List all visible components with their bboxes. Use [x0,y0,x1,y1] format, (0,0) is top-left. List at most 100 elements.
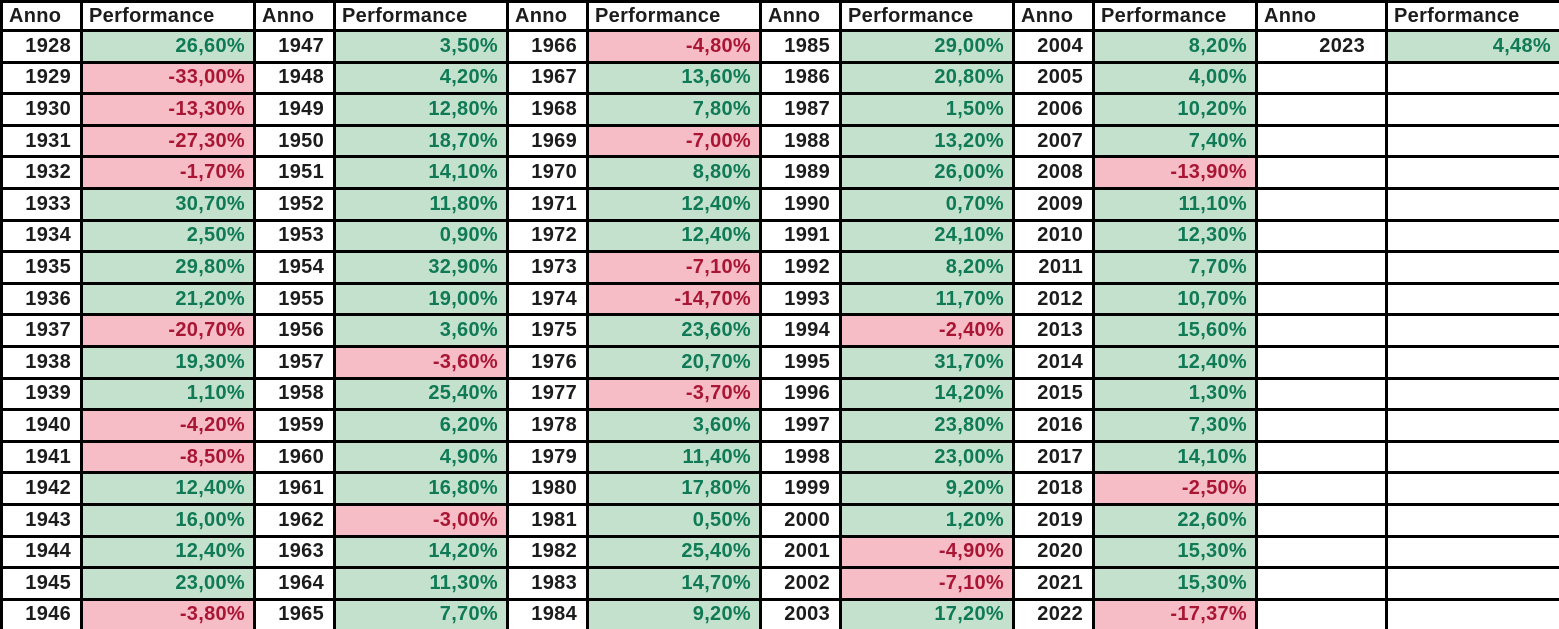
year-cell[interactable]: 1996 [759,376,842,412]
performance-cell[interactable]: -2,50% [1092,471,1258,506]
anno-header[interactable]: Anno [253,0,336,32]
performance-cell[interactable]: 31,70% [839,344,1015,380]
year-cell[interactable]: 1936 [0,281,83,317]
year-cell[interactable]: 1993 [759,281,842,317]
year-cell[interactable]: 2012 [1012,281,1095,317]
year-cell[interactable]: 1950 [253,123,336,159]
performance-cell[interactable]: 14,20% [333,534,509,570]
year-cell[interactable]: 1931 [0,123,83,159]
performance-cell[interactable]: 19,30% [80,344,256,380]
year-cell[interactable]: 1979 [506,439,589,475]
performance-cell[interactable]: 7,80% [586,92,762,127]
performance-cell[interactable]: 25,40% [333,376,509,412]
performance-cell[interactable]: -4,80% [586,29,762,64]
performance-cell[interactable]: 15,30% [1092,534,1258,570]
performance-cell[interactable]: -1,70% [80,155,256,190]
year-cell[interactable]: 1969 [506,123,589,159]
performance-cell[interactable]: 1,20% [839,502,1015,538]
performance-cell[interactable]: 17,80% [586,471,762,506]
year-cell[interactable]: 1930 [0,92,83,127]
year-cell[interactable]: 2009 [1012,186,1095,222]
performance-cell[interactable]: -3,60% [333,344,509,380]
year-cell[interactable]: 1945 [0,566,83,601]
performance-cell[interactable] [1385,534,1559,570]
performance-header[interactable]: Performance [586,0,762,32]
year-cell[interactable]: 1928 [0,29,83,64]
year-cell[interactable]: 1982 [506,534,589,570]
performance-cell[interactable] [1385,155,1559,190]
performance-cell[interactable]: 4,90% [333,439,509,475]
year-cell[interactable]: 2016 [1012,408,1095,443]
year-cell[interactable]: 2002 [759,566,842,601]
year-cell[interactable] [1255,281,1388,317]
performance-cell[interactable]: 6,20% [333,408,509,443]
year-cell[interactable]: 2008 [1012,155,1095,190]
performance-cell[interactable]: 10,20% [1092,92,1258,127]
performance-header[interactable]: Performance [1385,0,1559,32]
year-cell[interactable]: 2000 [759,502,842,538]
year-cell[interactable]: 1933 [0,186,83,222]
year-cell[interactable]: 1965 [253,597,336,629]
performance-cell[interactable] [1385,281,1559,317]
performance-cell[interactable] [1385,597,1559,629]
performance-cell[interactable]: 11,30% [333,566,509,601]
performance-cell[interactable]: 17,20% [839,597,1015,629]
year-cell[interactable]: 1998 [759,439,842,475]
performance-header[interactable]: Performance [839,0,1015,32]
performance-cell[interactable]: 23,00% [80,566,256,601]
performance-cell[interactable]: 26,60% [80,29,256,64]
performance-cell[interactable]: 2,50% [80,218,256,254]
year-cell[interactable] [1255,471,1388,506]
year-cell[interactable]: 2015 [1012,376,1095,412]
performance-cell[interactable]: 8,20% [1092,29,1258,64]
performance-cell[interactable]: -20,70% [80,313,256,348]
year-cell[interactable]: 1956 [253,313,336,348]
year-cell[interactable] [1255,408,1388,443]
performance-cell[interactable]: 13,20% [839,123,1015,159]
performance-cell[interactable]: 23,00% [839,439,1015,475]
performance-cell[interactable]: 14,20% [839,376,1015,412]
performance-cell[interactable]: 12,40% [80,471,256,506]
year-cell[interactable]: 2021 [1012,566,1095,601]
performance-cell[interactable]: 13,60% [586,60,762,96]
performance-cell[interactable]: 12,40% [586,218,762,254]
year-cell[interactable]: 1955 [253,281,336,317]
year-cell[interactable]: 2013 [1012,313,1095,348]
year-cell[interactable]: 1973 [506,250,589,285]
performance-cell[interactable]: -13,30% [80,92,256,127]
anno-header[interactable]: Anno [0,0,83,32]
performance-cell[interactable] [1385,408,1559,443]
performance-cell[interactable] [1385,376,1559,412]
performance-cell[interactable]: 12,40% [1092,344,1258,380]
performance-cell[interactable]: 32,90% [333,250,509,285]
performance-cell[interactable]: -8,50% [80,439,256,475]
year-cell[interactable]: 1974 [506,281,589,317]
anno-header[interactable]: Anno [1255,0,1388,32]
performance-cell[interactable]: -3,70% [586,376,762,412]
performance-cell[interactable]: 29,00% [839,29,1015,64]
performance-cell[interactable]: 10,70% [1092,281,1258,317]
year-cell[interactable]: 1946 [0,597,83,629]
year-cell[interactable]: 2005 [1012,60,1095,96]
performance-cell[interactable] [1385,92,1559,127]
year-cell[interactable]: 1934 [0,218,83,254]
year-cell[interactable]: 1952 [253,186,336,222]
performance-cell[interactable]: 12,40% [80,534,256,570]
year-cell[interactable]: 1962 [253,502,336,538]
year-cell[interactable]: 1975 [506,313,589,348]
performance-cell[interactable]: 7,30% [1092,408,1258,443]
performance-cell[interactable]: 0,50% [586,502,762,538]
year-cell[interactable]: 1966 [506,29,589,64]
year-cell[interactable]: 1937 [0,313,83,348]
year-cell[interactable] [1255,218,1388,254]
year-cell[interactable]: 1983 [506,566,589,601]
performance-cell[interactable] [1385,344,1559,380]
performance-cell[interactable]: 11,10% [1092,186,1258,222]
performance-cell[interactable]: 7,70% [1092,250,1258,285]
performance-cell[interactable]: 20,70% [586,344,762,380]
performance-cell[interactable]: 9,20% [839,471,1015,506]
year-cell[interactable] [1255,92,1388,127]
year-cell[interactable]: 1953 [253,218,336,254]
year-cell[interactable]: 1947 [253,29,336,64]
year-cell[interactable]: 2006 [1012,92,1095,127]
